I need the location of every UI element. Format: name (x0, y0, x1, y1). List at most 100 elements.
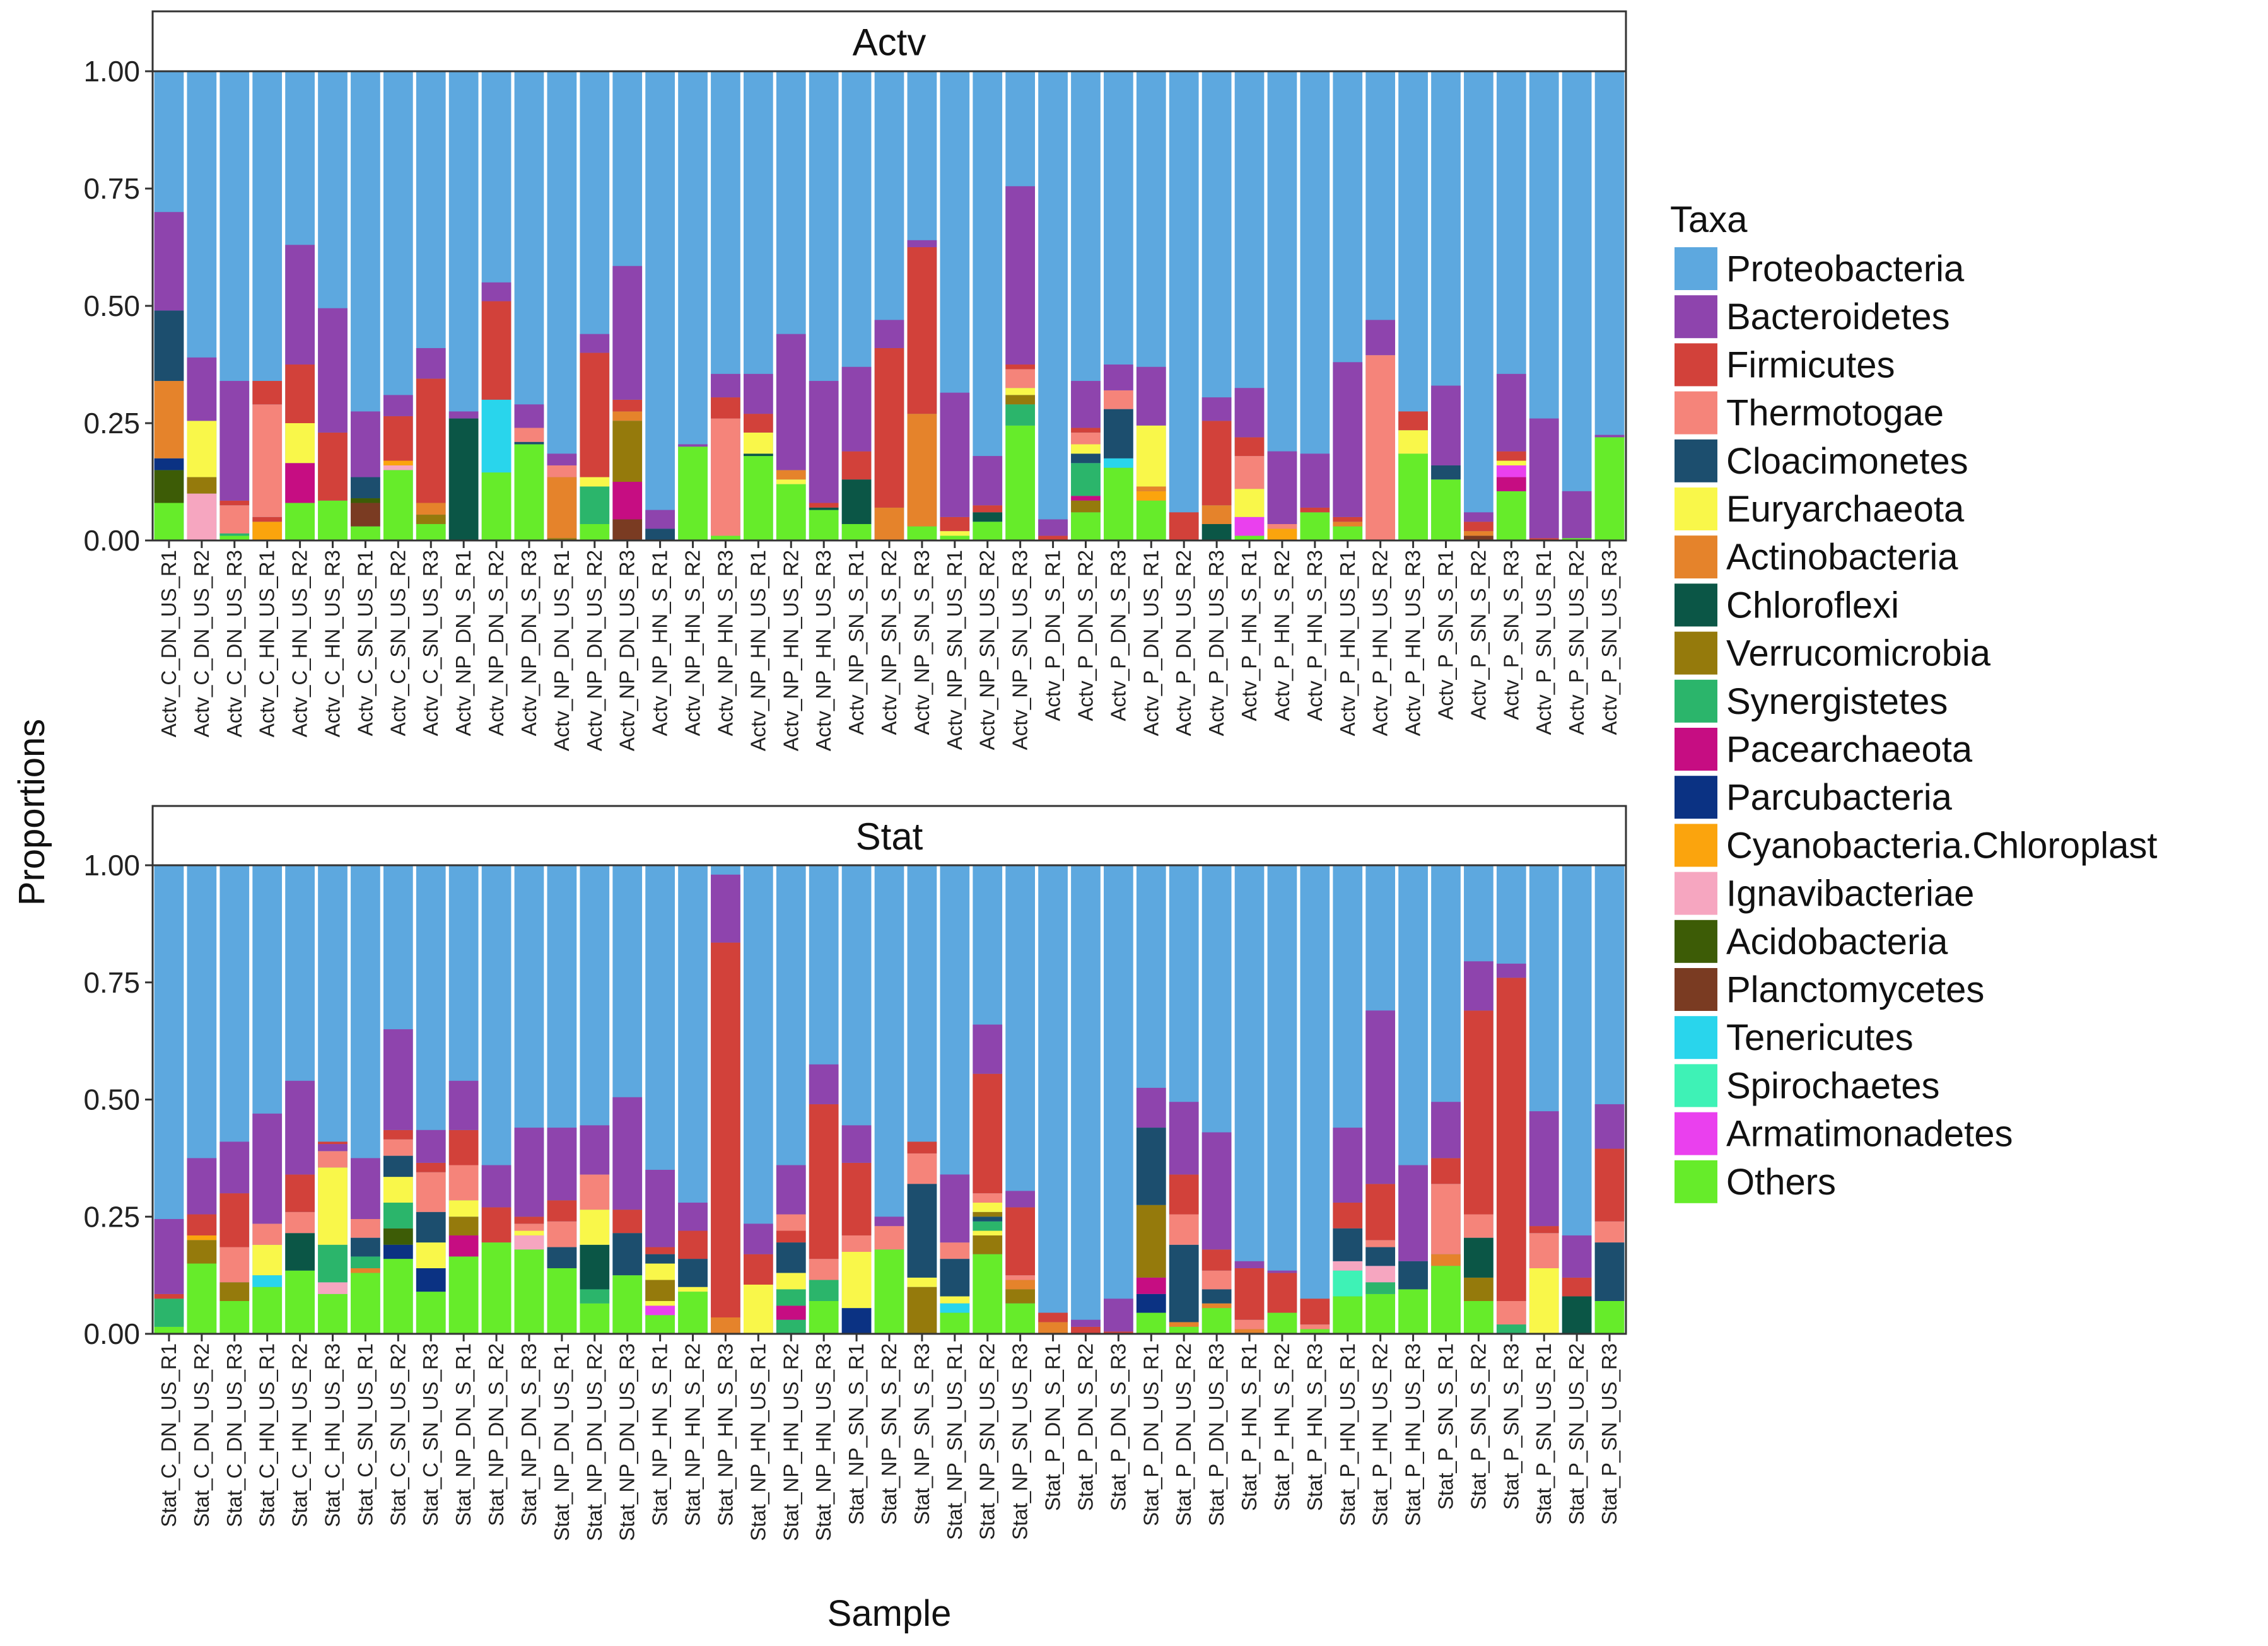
y-axis-title: Proportions (11, 719, 52, 906)
segment-Synergistetes (1365, 1282, 1396, 1294)
segment-Bacteroidetes (1071, 381, 1101, 428)
bar-Actv_P_DN_US_R2 (1169, 71, 1199, 540)
segment-Cloacimonetes (612, 1233, 643, 1276)
bar-Stat_C_HN_US_R2 (285, 865, 315, 1334)
segment-Thermotogae (580, 1174, 610, 1210)
x-tick-label: Actv_C_SN_US_R1 (353, 550, 377, 736)
legend-item: Acidobacteria (1675, 919, 1948, 963)
segment-Proteobacteria (1038, 71, 1068, 540)
segment-Euryarchaeota (743, 1284, 773, 1334)
segment-Synergistetes (383, 1202, 413, 1229)
bar-Actv_NP_HN_US_R2 (776, 71, 806, 540)
segment-Verrucomicrobia (1005, 395, 1036, 405)
chart-panels: Actv Actv_C_DN_US_R1 Actv_C_DN_US_R2 Actv_C… (83, 10, 1627, 1541)
segment-Firmicutes (1300, 1299, 1330, 1325)
segment-Bacteroidetes (743, 1223, 773, 1254)
segment-Thermotogae (1201, 1270, 1232, 1290)
segment-Pacearchaeota (1071, 496, 1101, 501)
segment-Actinobacteria (1136, 486, 1166, 491)
segment-Synergistetes (973, 1221, 1003, 1231)
segment-Firmicutes (940, 517, 970, 532)
x-tick-label: Actv_C_SN_US_R2 (386, 550, 409, 736)
segment-Others (1464, 1300, 1493, 1334)
segment-Firmicutes (973, 505, 1003, 513)
segment-Chloroflexi (1201, 523, 1232, 540)
x-tick-label: Actv_NP_SN_S_R1 (845, 550, 868, 735)
segment-Thermotogae (1005, 1275, 1036, 1280)
x-tick-label: Stat_P_SN_S_R2 (1466, 1343, 1490, 1510)
legend-label: Cloacimonetes (1726, 441, 1968, 482)
legend-item: Ignavibacteriae (1675, 872, 1974, 915)
x-tick-label: Actv_NP_HN_US_R2 (779, 550, 802, 751)
segment-Others (841, 523, 872, 540)
segment-Actinobacteria (776, 470, 806, 480)
segment-Firmicutes (1104, 1331, 1133, 1334)
x-tick-label: Stat_NP_SN_S_R3 (910, 1343, 933, 1525)
bar-Stat_NP_SN_US_R2 (973, 865, 1003, 1334)
bar-Stat_P_HN_US_R1 (1333, 865, 1363, 1334)
segment-Parcubacteria (154, 458, 184, 470)
bar-Actv_P_HN_S_R1 (1234, 71, 1265, 540)
segment-Bacteroidetes (940, 1174, 970, 1243)
legend-item: Planctomycetes (1675, 968, 1984, 1011)
segment-Others (416, 1292, 446, 1334)
x-tick-label: Actv_NP_HN_S_R3 (713, 550, 737, 736)
segment-Firmicutes (874, 347, 904, 508)
segment-Thermotogae (776, 1214, 806, 1231)
segment-Bacteroidetes (416, 1129, 446, 1163)
bar-Stat_P_HN_US_R3 (1398, 865, 1428, 1334)
segment-Verrucomicrobia (1071, 500, 1101, 513)
segment-Verrucomicrobia (416, 515, 446, 524)
segment-Firmicutes (743, 1254, 773, 1285)
bar-Stat_NP_DN_S_R1 (448, 865, 479, 1334)
legend-label: Synergistetes (1726, 681, 1948, 722)
segment-Euryarchaeota (678, 1287, 708, 1292)
segment-Firmicutes (1005, 1207, 1036, 1276)
segment-Verrucomicrobia (1136, 1205, 1166, 1278)
segment-Euryarchaeota (1398, 430, 1428, 454)
bar-Actv_NP_SN_US_R2 (973, 71, 1003, 540)
x-tick-label: Actv_C_DN_US_R1 (157, 550, 180, 737)
x-tick-label: Stat_C_SN_US_R3 (419, 1343, 442, 1526)
segment-Planctomycetes (351, 503, 380, 527)
segment-Bacteroidetes (1005, 186, 1036, 365)
segment-Thermotogae (1234, 1319, 1265, 1329)
segment-Firmicutes (1365, 1184, 1396, 1240)
segment-Firmicutes (841, 451, 872, 480)
segment-Euryarchaeota (416, 1242, 446, 1268)
segment-Firmicutes (1594, 1148, 1625, 1222)
segment-Others (1267, 1312, 1297, 1334)
segment-Bacteroidetes (1267, 451, 1297, 524)
x-tick-label: Stat_NP_SN_US_R2 (976, 1343, 999, 1540)
facet-title: Stat (856, 815, 923, 858)
segment-Bacteroidetes (1234, 1261, 1265, 1268)
segment-Firmicutes (1464, 522, 1493, 532)
segment-Tenericutes (481, 399, 511, 473)
bar-Actv_P_HN_US_R1 (1333, 71, 1363, 540)
legend-swatch (1675, 391, 1717, 435)
segment-Others (1201, 1308, 1232, 1334)
segment-Bacteroidetes (219, 381, 250, 501)
x-tick-label: Stat_NP_HN_S_R3 (713, 1343, 737, 1526)
segment-Bacteroidetes (1201, 397, 1232, 421)
bar-Actv_NP_SN_S_R2 (874, 71, 904, 540)
segment-Firmicutes (285, 1174, 315, 1212)
segment-Verrucomicrobia (612, 421, 643, 482)
legend-label: Pacearchaeota (1726, 729, 1973, 770)
x-tick-label: Actv_C_DN_US_R3 (223, 550, 246, 737)
segment-Thermotogae (252, 404, 283, 517)
legend-item: Parcubacteria (1675, 776, 1953, 819)
x-tick-label: Stat_NP_HN_US_R3 (812, 1343, 835, 1541)
legend-swatch (1675, 919, 1717, 963)
segment-Cloacimonetes (154, 310, 184, 382)
bar-Stat_NP_SN_US_R3 (1005, 865, 1036, 1334)
segment-Others (874, 1249, 904, 1334)
segment-Euryarchaeota (743, 432, 773, 454)
legend-swatch (1675, 343, 1717, 387)
bars (154, 71, 1625, 540)
segment-Bacteroidetes (1267, 1270, 1297, 1273)
segment-Euryarchaeota (1136, 425, 1166, 487)
segment-Firmicutes (1267, 1273, 1297, 1313)
x-tick-label: Stat_P_DN_S_R3 (1106, 1343, 1130, 1511)
bar-Stat_P_DN_S_R2 (1071, 865, 1101, 1334)
